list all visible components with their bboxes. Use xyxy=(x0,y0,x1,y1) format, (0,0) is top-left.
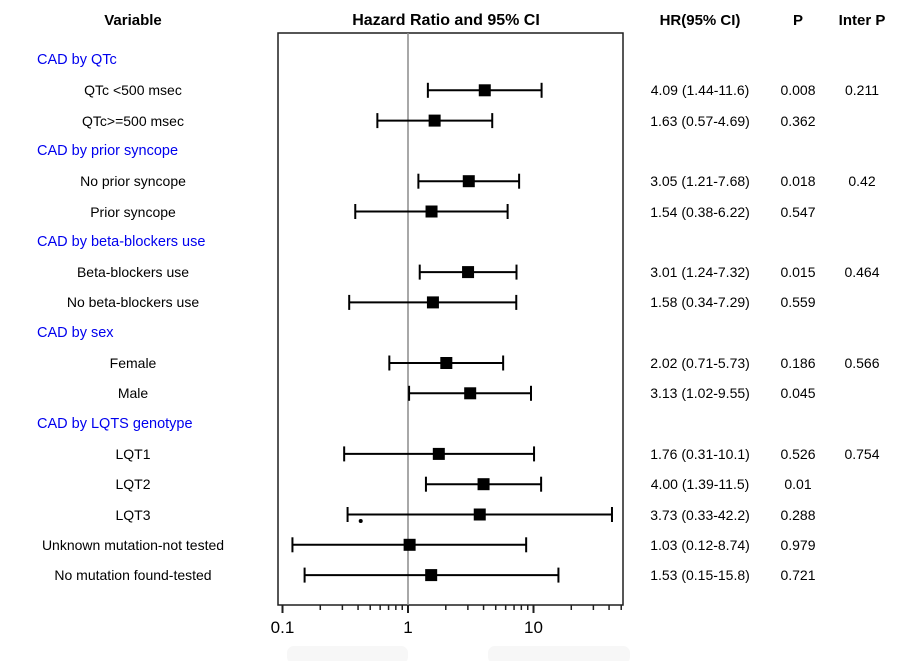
variable-group-label: CAD by sex xyxy=(37,324,114,341)
variable-item-label: No prior syncope xyxy=(80,173,186,190)
p-value: 0.186 xyxy=(780,355,816,371)
hr-point-estimate xyxy=(464,387,477,400)
inter-p-value: 0.566 xyxy=(844,355,880,371)
hr-ci-value: 3.01 (1.24-7.32) xyxy=(650,264,750,281)
variable-item-label: No beta-blockers use xyxy=(66,294,200,311)
hr-ci-column-header: HR(95% CI) xyxy=(659,12,741,29)
hr-ci-value: 2.02 (0.71-5.73) xyxy=(650,355,750,371)
p-value: 0.362 xyxy=(780,112,816,129)
hr-ci-value: 1.03 (0.12-8.74) xyxy=(650,536,750,553)
hr-point-estimate xyxy=(425,569,438,582)
hr-ci-value: 1.53 (0.15-15.8) xyxy=(650,567,750,584)
inter-p-column-header: Inter P xyxy=(838,12,886,29)
hr-point-estimate xyxy=(425,205,438,218)
footer-artifact-right xyxy=(488,646,630,661)
variable-item-label: QTc>=500 msec xyxy=(82,112,184,129)
plot-frame xyxy=(277,32,624,606)
stray-dot-artifact xyxy=(358,519,363,523)
variable-item-label: Male xyxy=(117,385,149,402)
x-axis-tick-label: 0.1 xyxy=(271,618,295,637)
hr-point-estimate xyxy=(477,478,490,491)
inter-p-value: 0.464 xyxy=(844,264,880,281)
variable-item-label: LQT2 xyxy=(115,476,151,493)
p-value: 0.979 xyxy=(780,536,816,553)
p-column-header: P xyxy=(792,12,803,29)
hr-ci-value: 1.58 (0.34-7.29) xyxy=(650,294,750,311)
hr-point-estimate xyxy=(473,508,486,521)
hr-ci-value: 4.09 (1.44-11.6) xyxy=(650,82,750,99)
variable-column-header: Variable xyxy=(104,12,162,29)
p-value: 0.008 xyxy=(780,82,816,99)
hr-point-estimate xyxy=(462,175,475,188)
plot-title: Hazard Ratio and 95% CI xyxy=(352,12,540,29)
hr-point-estimate xyxy=(440,357,453,369)
footer-artifact-left xyxy=(287,646,408,661)
variable-item-label: QTc <500 msec xyxy=(84,82,182,99)
inter-p-value: 0.211 xyxy=(845,82,879,99)
hr-ci-value: 3.05 (1.21-7.68) xyxy=(650,173,750,190)
p-value: 0.018 xyxy=(780,173,816,190)
p-value: 0.721 xyxy=(780,567,816,584)
p-value: 0.547 xyxy=(780,203,816,220)
hr-ci-value: 4.00 (1.39-11.5) xyxy=(650,476,750,493)
hr-ci-value: 1.54 (0.38-6.22) xyxy=(650,203,750,220)
p-value: 0.045 xyxy=(780,385,816,402)
hr-point-estimate xyxy=(432,447,445,460)
x-axis-tick-label: 10 xyxy=(524,618,543,637)
variable-item-label: Female xyxy=(109,355,157,371)
variable-group-label: CAD by QTc xyxy=(37,52,117,68)
p-value: 0.01 xyxy=(784,476,812,493)
variable-item-label: Beta-blockers use xyxy=(76,264,190,281)
hr-point-estimate xyxy=(478,84,491,97)
variable-item-label: LQT3 xyxy=(115,506,151,523)
variable-group-label: CAD by LQTS genotype xyxy=(37,415,193,432)
inter-p-value: 0.754 xyxy=(844,445,880,462)
variable-item-label: No mutation found-tested xyxy=(54,567,212,584)
variable-group-label: CAD by prior syncope xyxy=(37,142,179,159)
p-value: 0.559 xyxy=(780,294,816,311)
p-value: 0.288 xyxy=(780,506,816,523)
inter-p-value: 0.42 xyxy=(848,173,876,190)
hr-point-estimate xyxy=(428,114,441,127)
variable-item-label: Prior syncope xyxy=(90,203,176,220)
hr-point-estimate xyxy=(462,266,475,279)
hr-ci-value: 1.76 (0.31-10.1) xyxy=(650,445,750,462)
variable-group-label: CAD by beta-blockers use xyxy=(37,233,206,250)
hr-ci-value: 3.73 (0.33-42.2) xyxy=(650,506,750,523)
variable-item-label: Unknown mutation-not tested xyxy=(41,536,225,553)
hr-ci-value: 3.13 (1.02-9.55) xyxy=(650,385,750,402)
variable-item-label: LQT1 xyxy=(115,445,151,462)
x-axis-tick-label: 1 xyxy=(403,618,412,637)
p-value: 0.526 xyxy=(780,445,816,462)
hr-point-estimate xyxy=(403,538,416,551)
hr-point-estimate xyxy=(426,296,439,309)
p-value: 0.015 xyxy=(780,264,816,281)
hr-ci-value: 1.63 (0.57-4.69) xyxy=(650,112,750,129)
